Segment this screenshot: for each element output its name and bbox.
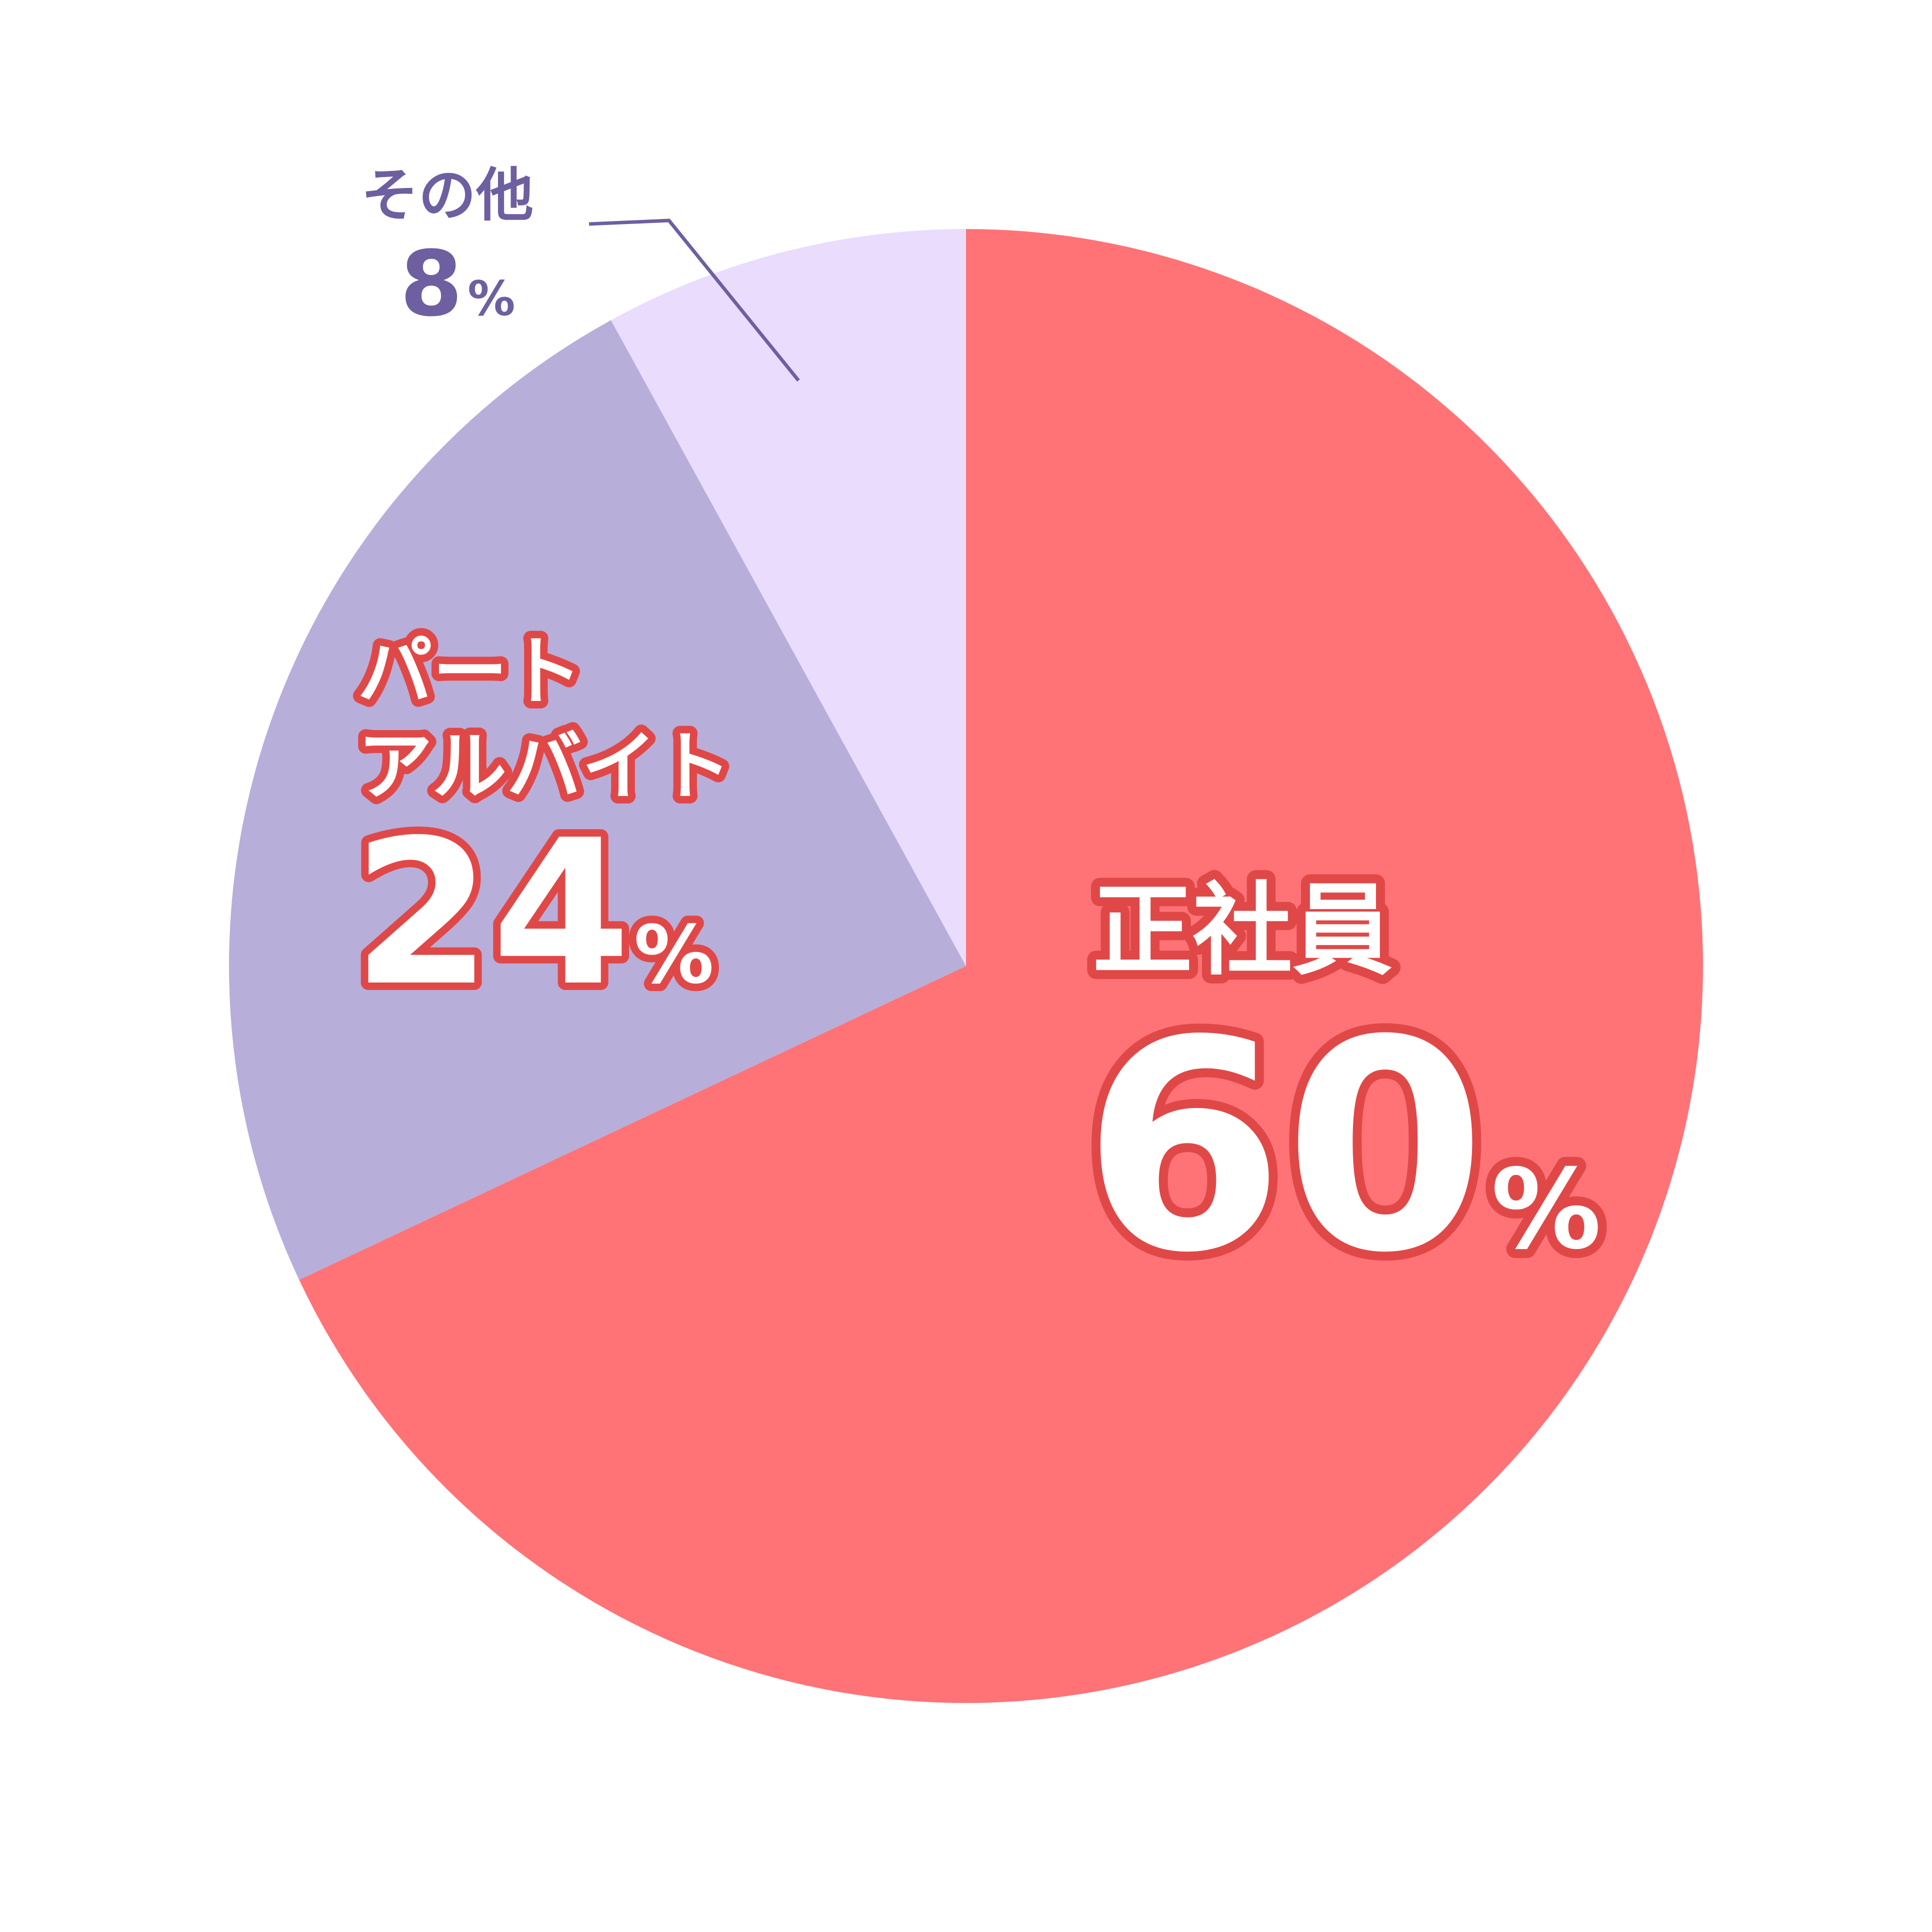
value-other-unit: %: [468, 272, 515, 326]
value-seishain-number: 60: [1082, 978, 1486, 1316]
label-other: その他: [361, 162, 534, 229]
value-part: 24%: [352, 798, 714, 1030]
value-seishain: 60%: [1082, 978, 1602, 1316]
value-other: 8%: [400, 232, 515, 336]
value-other-number: 8: [400, 232, 462, 336]
label-seishain: 正社員: [1092, 872, 1392, 989]
label-part-line2: アルバイト: [358, 724, 732, 810]
label-part-line1: パート: [358, 628, 582, 716]
value-part-number: 24: [352, 798, 631, 1030]
slice-part-arbeit: [228, 320, 966, 1280]
value-seishain-unit: %: [1491, 1146, 1601, 1274]
slice-seishain: [299, 229, 1703, 1704]
other-leader-line: [588, 218, 800, 382]
value-part-unit: %: [634, 908, 714, 1002]
slice-other: [610, 229, 966, 966]
